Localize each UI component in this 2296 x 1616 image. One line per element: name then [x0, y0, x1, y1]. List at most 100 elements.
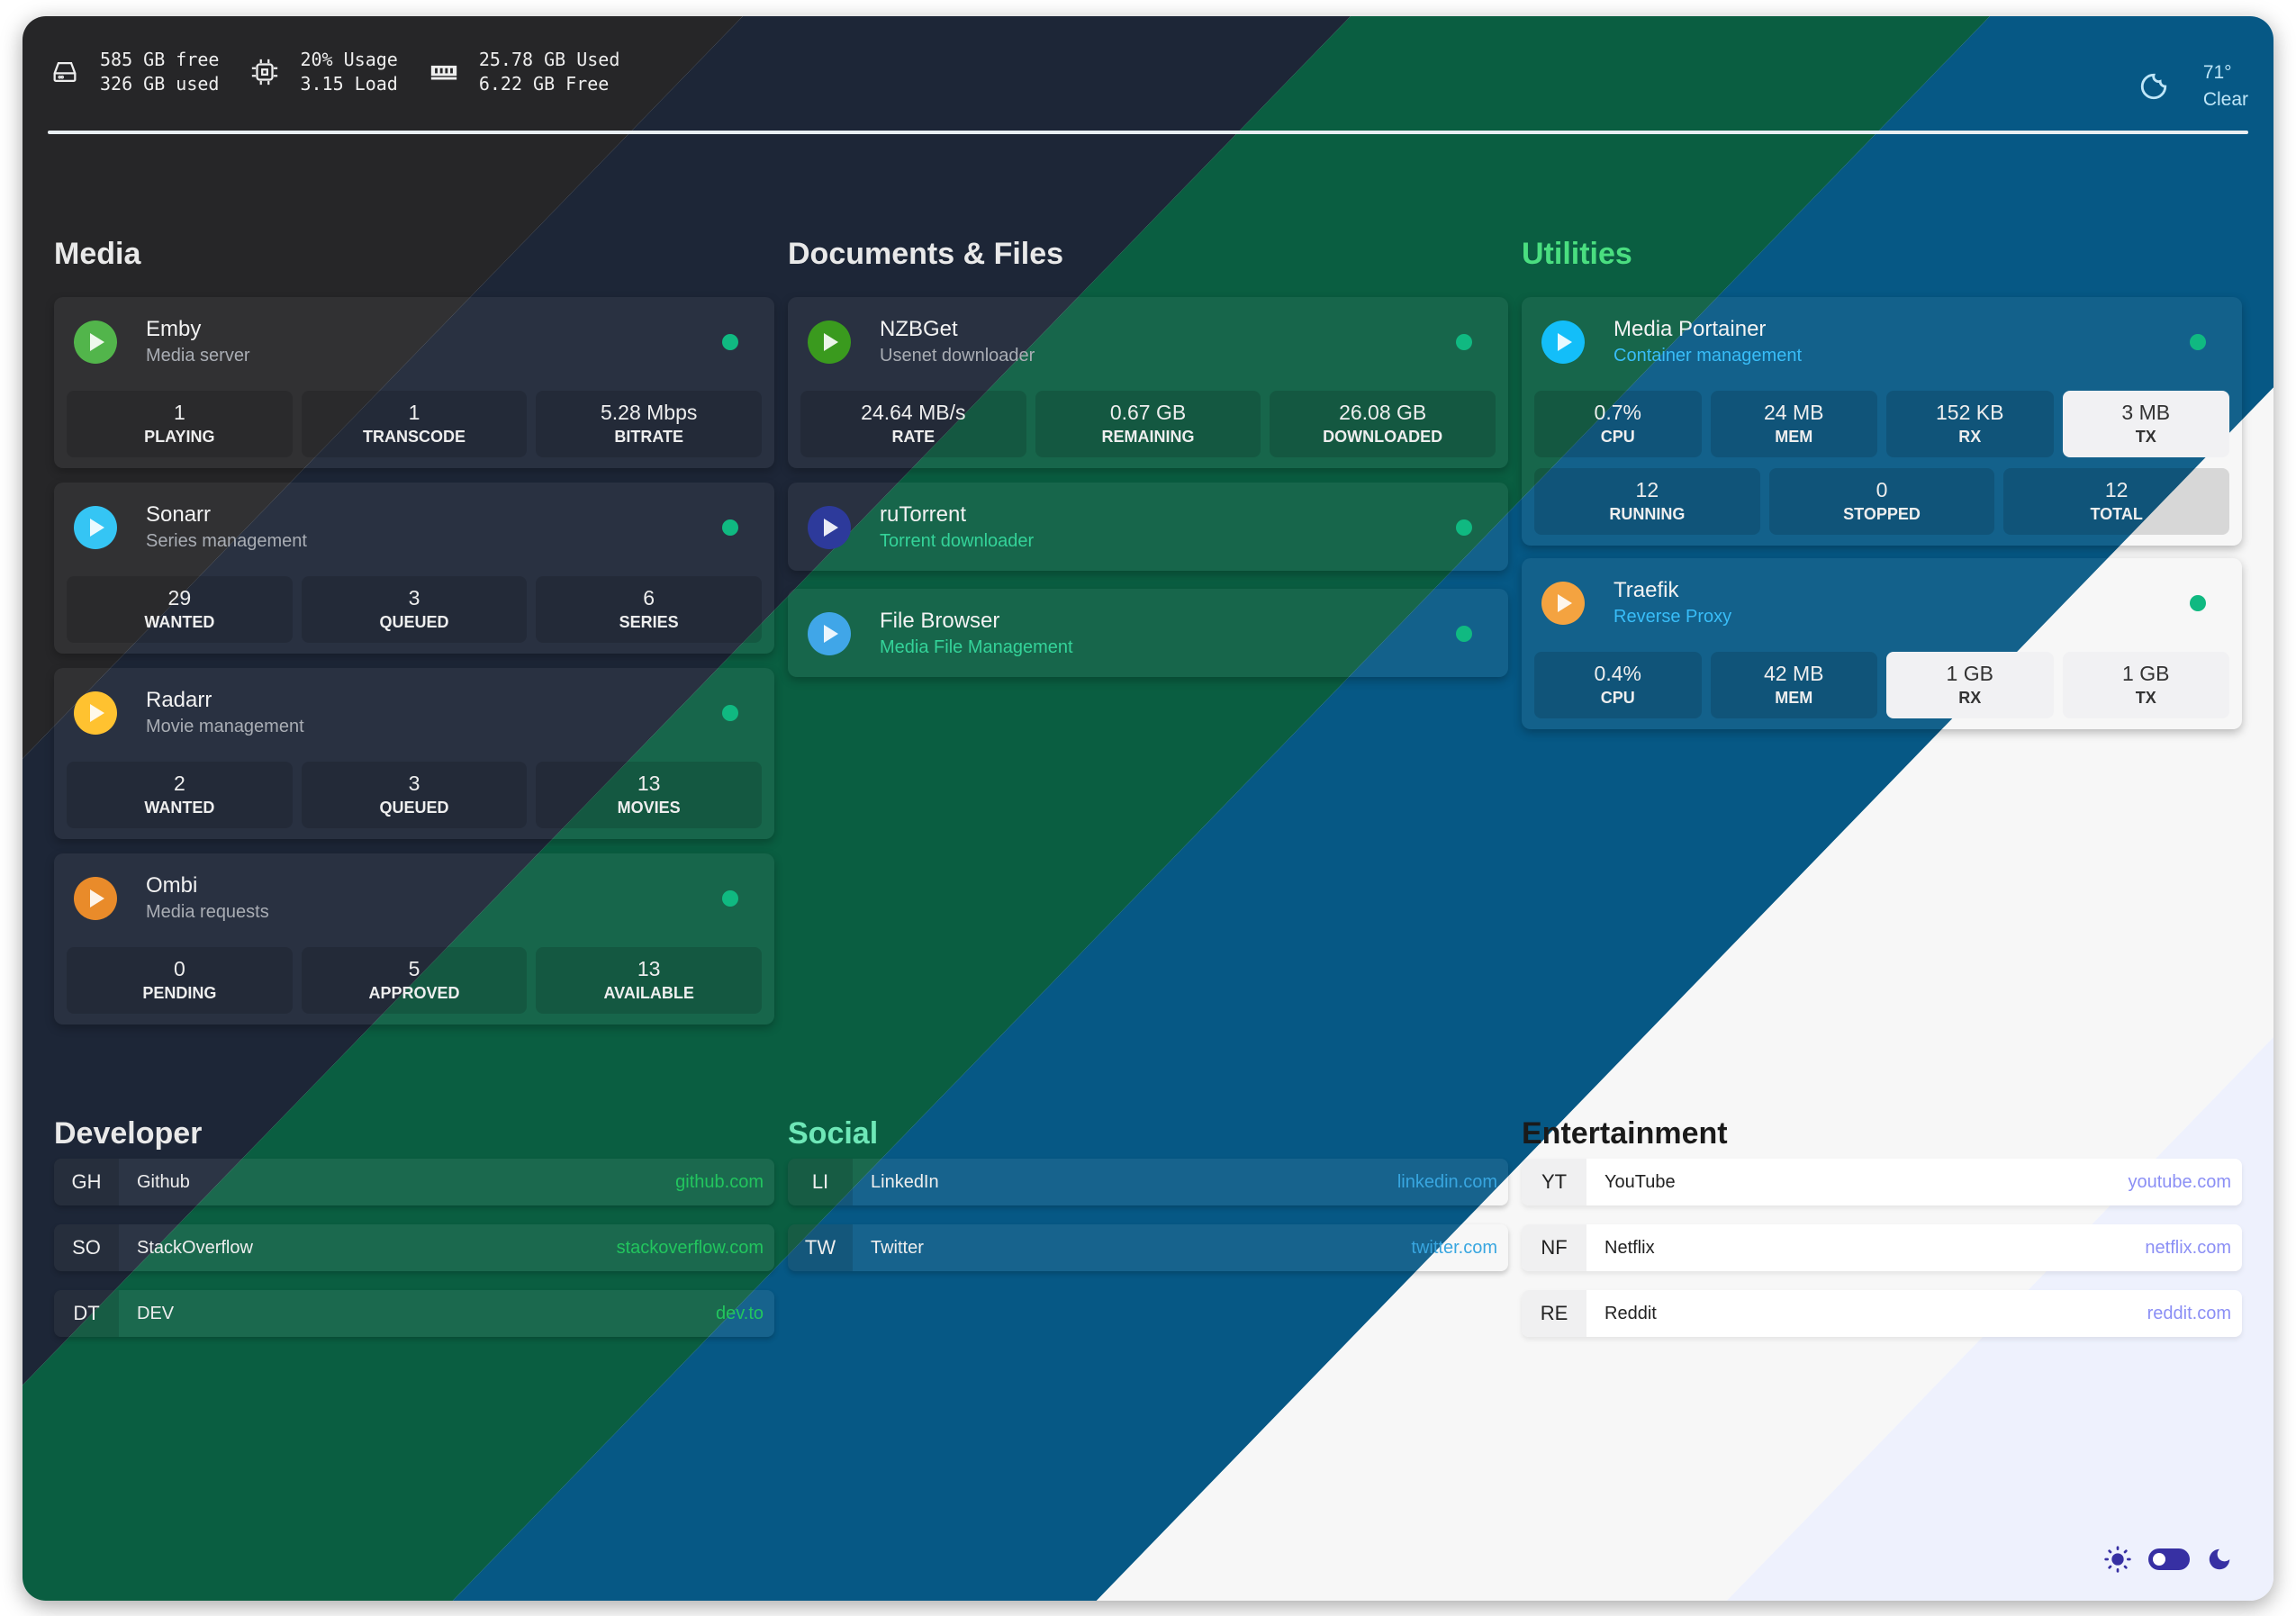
bookmark-dev[interactable]: DT DEV dev.to: [54, 1290, 774, 1337]
stat-bitrate: 5.28 Mbps BITRATE: [536, 391, 763, 457]
card-text: Ombi Media requests: [146, 872, 269, 925]
status-indicator: [2190, 334, 2206, 350]
ram-used: 25.78 GB Used: [478, 49, 620, 70]
service-card-radarr[interactable]: Radarr Movie management 2 WANTED 3 QUEUED 13 MO…: [54, 668, 774, 839]
service-card-traefik[interactable]: Traefik Reverse Proxy 0.4% CPU 42 MB MEM 1 GB R…: [1522, 558, 2242, 729]
stat-value: 29: [167, 586, 192, 609]
stat-label: RX: [1958, 689, 1982, 707]
service-description: Media File Management: [880, 637, 1073, 657]
stat-label: RATE: [891, 428, 936, 446]
stat-value: 13: [637, 957, 661, 980]
section-title: Documents & Files: [788, 237, 1064, 271]
service-card-media-portainer[interactable]: Media Portainer Container management 0.7% C…: [1522, 297, 2242, 546]
hard-drive-icon: [53, 61, 77, 83]
service-card-rutorrent[interactable]: ruTorrent Torrent downloader: [788, 483, 1508, 571]
disk-widget: 585 GB free 326 GB used: [50, 48, 219, 96]
bookmark-abbr: RE: [1522, 1290, 1586, 1337]
stat-label: TX: [2135, 689, 2156, 707]
stat-label: MEM: [1775, 428, 1813, 446]
bookmark-url: github.com: [675, 1171, 764, 1192]
stat-value: 1 GB: [2122, 662, 2170, 685]
service-card-sonarr[interactable]: Sonarr Series management 29 WANTED 3 QUEUED 6 S…: [54, 483, 774, 654]
stat-value: 0.7%: [1594, 401, 1641, 424]
service-name: File Browser: [880, 609, 1000, 633]
bookmark-url: stackoverflow.com: [616, 1237, 764, 1258]
stat-value: 0.67 GB: [1109, 401, 1187, 424]
stat-label: QUEUED: [379, 799, 449, 817]
stat-stopped: 0 STOPPED: [1768, 468, 1995, 535]
moon-icon[interactable]: [2206, 1546, 2233, 1573]
service-name: Ombi: [146, 873, 198, 898]
service-name: ruTorrent: [880, 502, 967, 527]
bookmark-name: YouTube: [1604, 1171, 1676, 1192]
bookmark-abbr: TW: [788, 1224, 853, 1271]
service-card-emby[interactable]: Emby Media server 1 PLAYING 1 TRANSCODE 5.28 M…: [54, 297, 774, 468]
stat-label: CPU: [1600, 428, 1635, 446]
stat-wanted: 29 WANTED: [67, 576, 293, 643]
status-indicator: [722, 334, 738, 350]
status-indicator: [1456, 626, 1472, 642]
stat-value: 1: [408, 401, 420, 424]
bookmark-abbr: GH: [54, 1159, 119, 1205]
stat-value: 3: [408, 586, 420, 609]
bookmark-netflix[interactable]: NF Netflix netflix.com: [1522, 1224, 2242, 1271]
stat-label: WANTED: [144, 799, 215, 817]
stat-label: AVAILABLE: [603, 984, 694, 1002]
bookmark-reddit[interactable]: RE Reddit reddit.com: [1522, 1290, 2242, 1337]
stat-label: PLAYING: [144, 428, 215, 446]
stat-value: 26.08 GB: [1339, 401, 1427, 424]
stat-value: 6: [643, 586, 655, 609]
service-description: Torrent downloader: [880, 531, 1035, 551]
stat-label: WANTED: [144, 613, 215, 631]
weather-temp: 71°: [2202, 62, 2232, 83]
stats-row: 0 PENDING 5 APPROVED 13 AVAILABLE: [67, 947, 763, 1014]
bookmark-stackoverflow[interactable]: SO StackOverflow stackoverflow.com: [54, 1224, 774, 1271]
bookmark-linkedin[interactable]: LI LinkedIn linkedin.com: [788, 1159, 1508, 1205]
stat-remaining: 0.67 GB REMAINING: [1035, 391, 1261, 457]
service-name: NZBGet: [880, 317, 958, 341]
service-card-file-browser[interactable]: File Browser Media File Management: [788, 589, 1508, 677]
card-text: Radarr Movie management: [146, 687, 304, 739]
card-header: Media Portainer Container management: [1534, 313, 2229, 371]
bookmark-name: Netflix: [1604, 1237, 1655, 1258]
stat-rx: 152 KB RX: [1886, 391, 2054, 457]
stat-mem: 24 MB MEM: [1710, 391, 1877, 457]
stats-row: 0.7% CPU 24 MB MEM 152 KB RX 3 MB TX: [1534, 391, 2229, 457]
weather-condition: Clear: [2202, 89, 2248, 110]
stat-downloaded: 26.08 GB DOWNLOADED: [1270, 391, 1496, 457]
theme-toggle[interactable]: [2103, 1545, 2233, 1574]
stat-label: QUEUED: [379, 613, 449, 631]
weather-widget[interactable]: 71° Clear: [2138, 59, 2248, 113]
stat-value: 24.64 MB/s: [861, 401, 966, 424]
stat-cpu: 0.4% CPU: [1534, 652, 1702, 718]
service-description: Movie management: [146, 717, 304, 736]
status-indicator: [722, 705, 738, 721]
card-text: Sonarr Series management: [146, 501, 307, 554]
card-text: Media Portainer Container management: [1614, 316, 1802, 368]
stat-label: RX: [1958, 428, 1982, 446]
bookmark-youtube[interactable]: YT YouTube youtube.com: [1522, 1159, 2242, 1205]
stat-label: STOPPED: [1843, 505, 1921, 523]
stat-value: 12: [1635, 478, 1659, 501]
bookmark-abbr: DT: [54, 1290, 119, 1337]
service-name: Media Portainer: [1614, 317, 1767, 341]
stat-transcode: 1 TRANSCODE: [301, 391, 528, 457]
card-header: File Browser Media File Management: [800, 605, 1496, 663]
stats-row: 2 WANTED 3 QUEUED 13 MOVIES: [67, 762, 763, 828]
bookmark-group-title: Developer: [54, 1116, 203, 1151]
service-card-nzbget[interactable]: NZBGet Usenet downloader 24.64 MB/s RATE 0.6…: [788, 297, 1508, 468]
moon-icon: [2140, 73, 2166, 100]
service-card-ombi[interactable]: Ombi Media requests 0 PENDING 5 APPROVED 13 AVA…: [54, 853, 774, 1025]
service-name: Traefik: [1614, 578, 1679, 602]
stat-value: 12: [2104, 478, 2129, 501]
status-indicator: [2190, 595, 2206, 611]
card-header: Emby Media server: [67, 313, 762, 371]
stat-label: RUNNING: [1609, 505, 1686, 523]
bookmark-name: DEV: [137, 1303, 175, 1323]
toggle-switch[interactable]: [2148, 1548, 2190, 1570]
bookmark-github[interactable]: GH Github github.com: [54, 1159, 774, 1205]
bookmark-twitter[interactable]: TW Twitter twitter.com: [788, 1224, 1508, 1271]
disk-free: 585 GB free: [100, 49, 220, 70]
sun-icon[interactable]: [2103, 1545, 2132, 1574]
stat-tx: 1 GB TX: [2062, 652, 2229, 718]
